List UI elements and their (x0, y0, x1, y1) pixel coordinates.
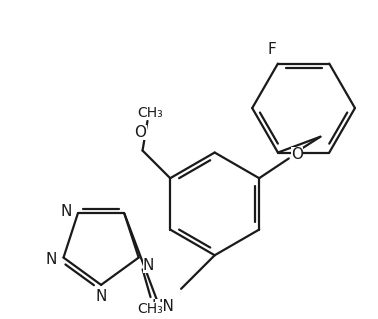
Text: CH₃: CH₃ (138, 106, 163, 120)
Text: O: O (291, 147, 303, 162)
Text: O: O (135, 125, 147, 140)
Text: CH₃: CH₃ (138, 302, 163, 316)
Text: N: N (60, 204, 72, 219)
Text: N: N (95, 289, 107, 304)
Text: N: N (46, 252, 57, 267)
Text: HN: HN (152, 299, 175, 314)
Text: N: N (143, 258, 154, 273)
Text: F: F (268, 42, 276, 57)
